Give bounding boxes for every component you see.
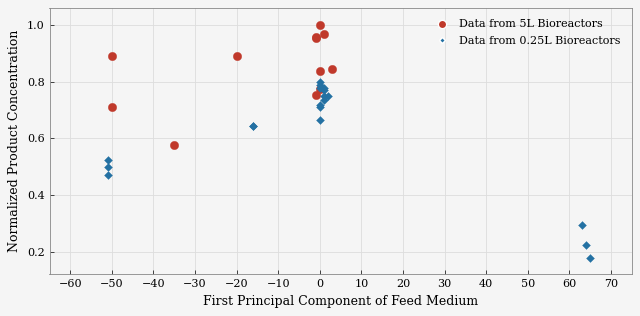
Point [315, 87, 325, 92]
Point [319, 31, 329, 36]
Point [315, 102, 325, 107]
Point [327, 67, 337, 72]
Point [315, 79, 325, 84]
Point [315, 85, 325, 90]
Point [310, 92, 321, 97]
Legend: Data from 5L Bioreactors, Data from 0.25L Bioreactors: Data from 5L Bioreactors, Data from 0.25… [426, 14, 626, 52]
Point [585, 255, 595, 260]
Point [319, 85, 329, 90]
Y-axis label: Normalized Product Concentration: Normalized Product Concentration [8, 30, 21, 252]
Point [315, 68, 325, 73]
Point [169, 142, 179, 147]
Point [310, 34, 321, 39]
Point [319, 98, 329, 103]
Point [577, 222, 587, 227]
Point [102, 164, 113, 169]
Point [248, 123, 259, 128]
X-axis label: First Principal Component of Feed Medium: First Principal Component of Feed Medium [203, 295, 478, 308]
Point [581, 243, 591, 248]
Point [315, 82, 325, 87]
Point [319, 88, 329, 93]
Point [107, 54, 117, 59]
Point [102, 157, 113, 162]
Point [107, 105, 117, 110]
Point [102, 173, 113, 178]
Point [323, 94, 333, 99]
Point [315, 23, 325, 28]
Point [319, 94, 329, 99]
Point [315, 117, 325, 122]
Point [248, 124, 259, 129]
Point [232, 54, 242, 59]
Point [310, 35, 321, 40]
Point [315, 105, 325, 110]
